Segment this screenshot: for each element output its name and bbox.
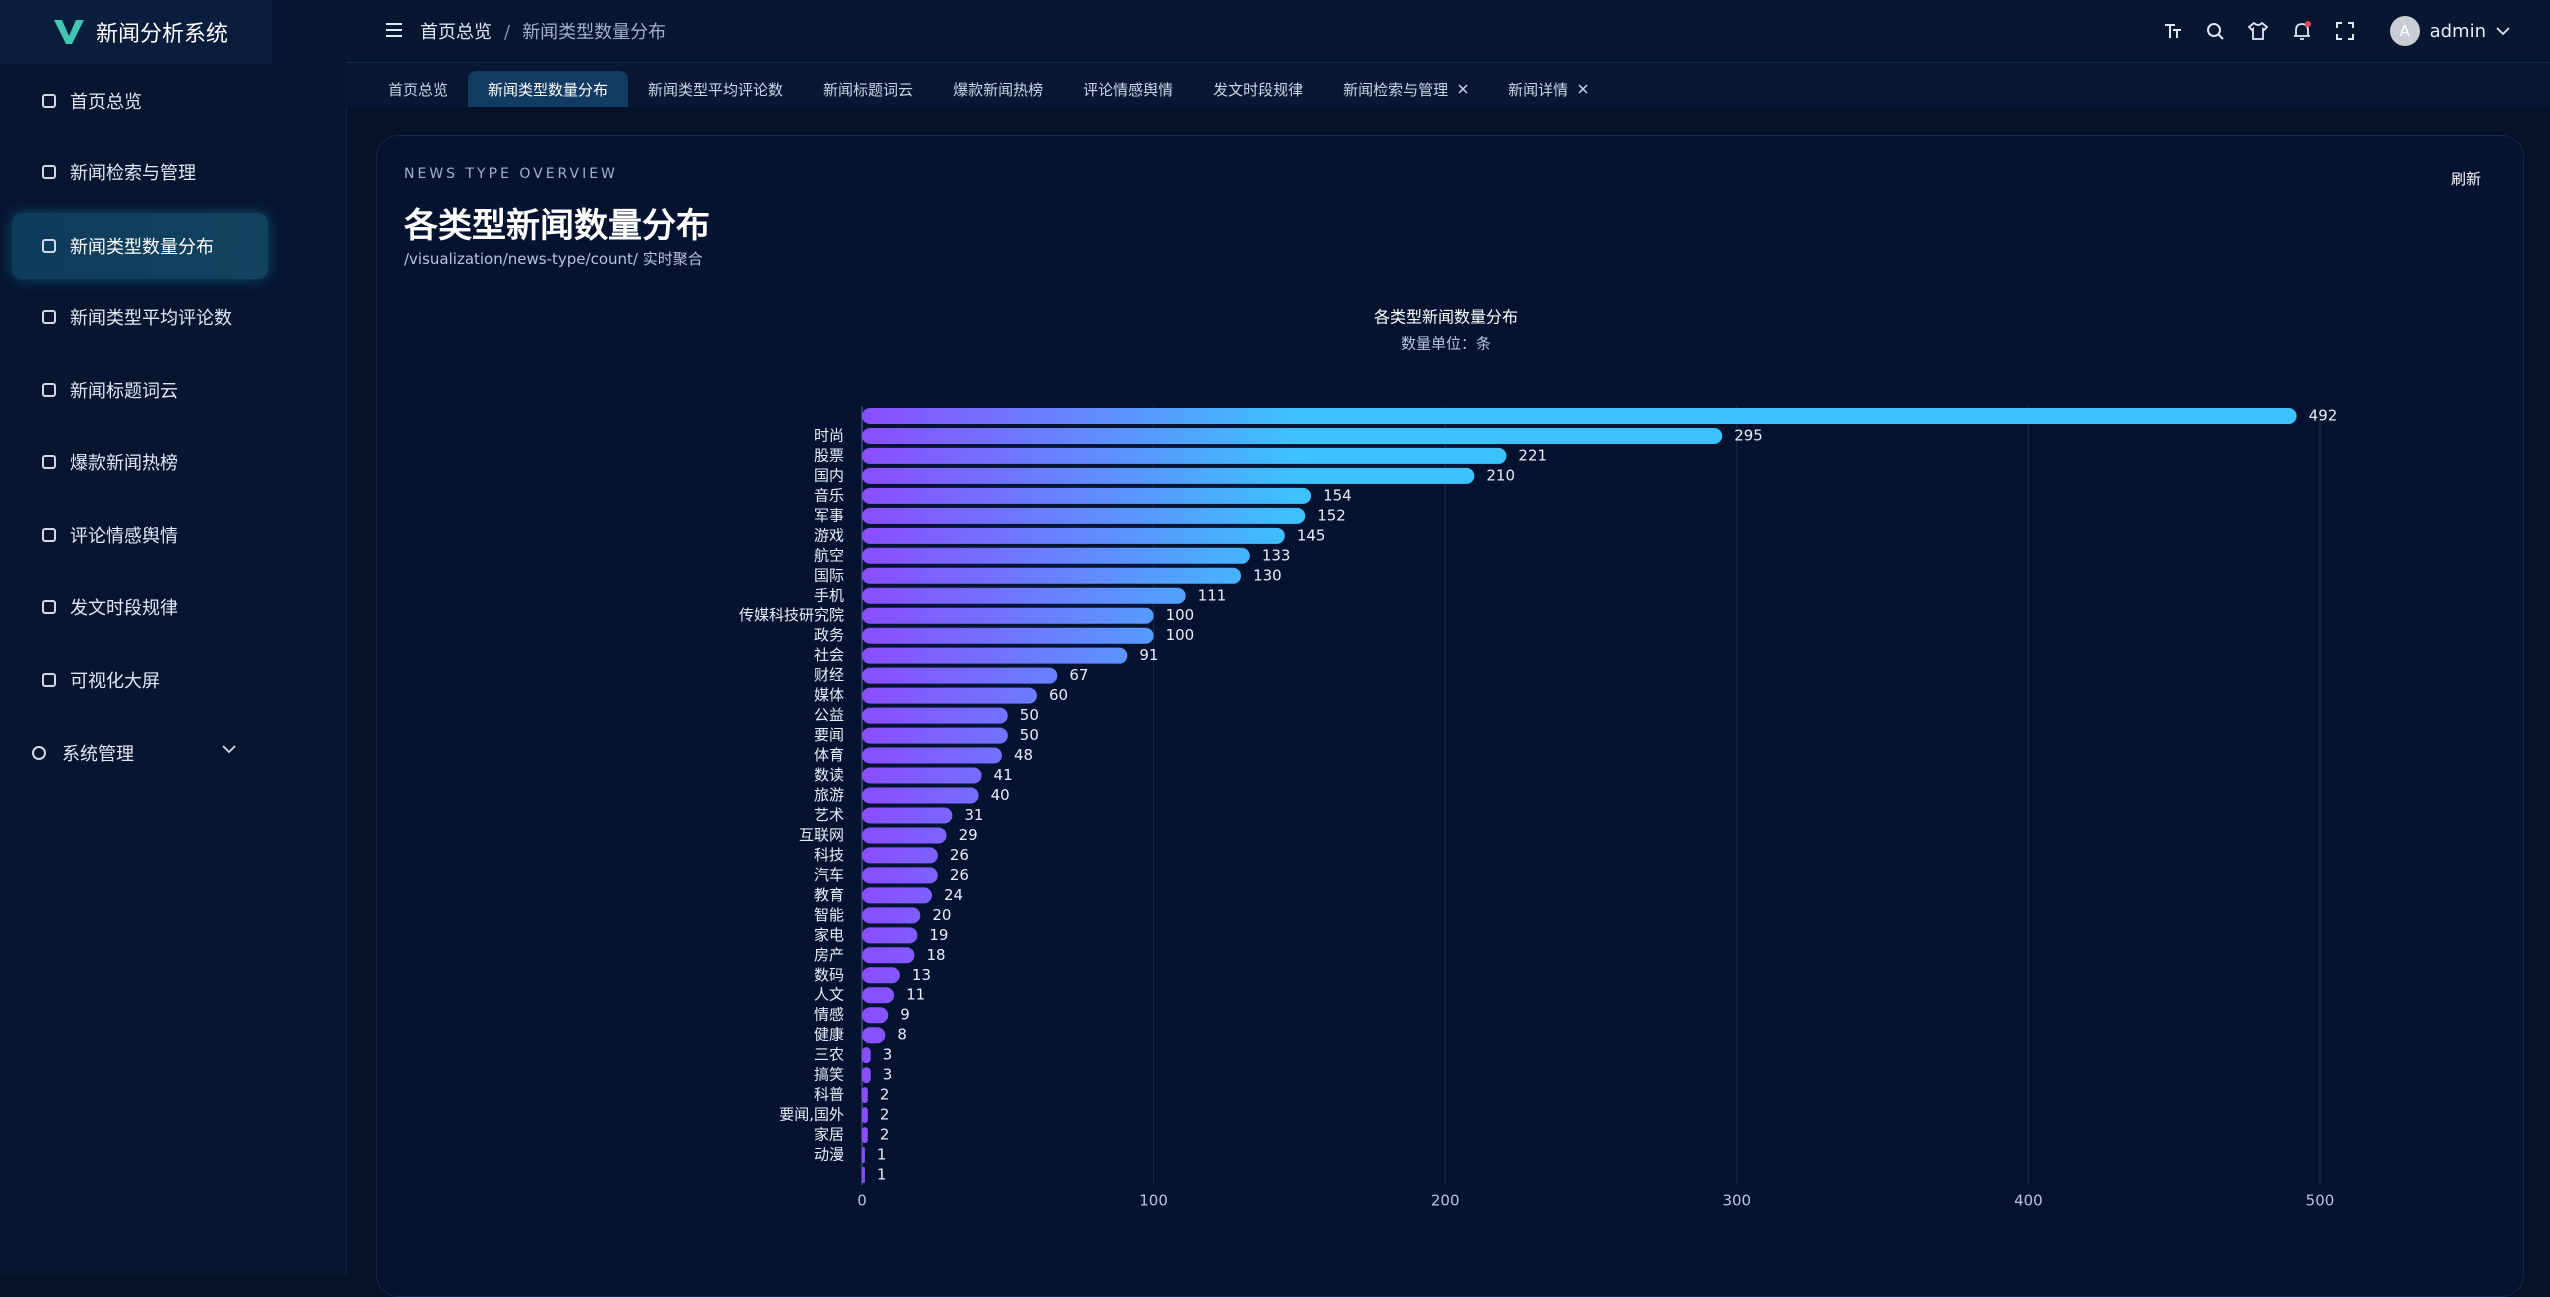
- tab[interactable]: 评论情感舆情: [1063, 71, 1193, 107]
- menu-icon: [42, 455, 56, 469]
- menu-icon: [42, 239, 56, 253]
- chevron: [2496, 27, 2510, 36]
- font-size-icon[interactable]: [2164, 22, 2182, 40]
- card-path: /visualization/news-type/count/ 实时聚合: [404, 250, 703, 268]
- tab[interactable]: 新闻详情: [1488, 71, 1608, 107]
- tab-label: 新闻类型平均评论数: [648, 80, 784, 99]
- tab[interactable]: 新闻类型平均评论数: [628, 71, 803, 107]
- menu-item[interactable]: 评论情感舆情: [12, 502, 268, 568]
- tab-close[interactable]: [1578, 84, 1588, 94]
- menu-item[interactable]: 系统管理: [0, 720, 256, 786]
- tab-label: 新闻检索与管理: [1343, 80, 1449, 99]
- menu-icon: [42, 673, 56, 687]
- menu-icon: [42, 600, 56, 614]
- menu-item[interactable]: 新闻标题词云: [12, 357, 268, 423]
- menu-label: 新闻标题词云: [70, 381, 178, 402]
- theme-icon[interactable]: [2247, 22, 2268, 40]
- menu-icon: [42, 383, 56, 397]
- fullscreen-icon[interactable]: [2335, 22, 2354, 40]
- menu-item[interactable]: 爆款新闻热榜: [12, 429, 268, 495]
- breadcrumb-item: 新闻类型数量分布: [522, 22, 667, 43]
- menu-label: 首页总览: [70, 92, 142, 113]
- sidebar: 新闻分析系统 首页总览新闻检索与管理 新闻类型数量分布 新闻类型平均评论数 新闻标题词…: [0, 0, 347, 1275]
- card: NEWS TYPE OVERVIEW 各类型新闻数量分布 /visualizat…: [376, 135, 2524, 1297]
- avatar: A: [2389, 16, 2420, 46]
- tab-label: 新闻标题词云: [823, 80, 914, 99]
- tab-close[interactable]: [1458, 84, 1468, 94]
- menu-label: 可视化大屏: [70, 671, 160, 692]
- menu-label: 新闻检索与管理: [70, 163, 196, 184]
- search-icon[interactable]: [2206, 22, 2224, 40]
- tab-label: 首页总览: [388, 80, 449, 99]
- menu-icon: [42, 94, 56, 108]
- breadcrumb-separator: /: [504, 22, 511, 43]
- brand: 新闻分析系统: [0, 0, 272, 64]
- eyebrow: NEWS TYPE OVERVIEW: [404, 166, 618, 182]
- menu-label: 评论情感舆情: [70, 526, 178, 547]
- header-tools: A admin: [2164, 0, 2510, 62]
- menu-item[interactable]: 首页总览: [12, 68, 268, 134]
- notice-icon[interactable]: [2292, 21, 2312, 41]
- tab-label: 爆款新闻热榜: [953, 80, 1044, 99]
- menu-item[interactable]: 发文时段规律: [12, 574, 268, 640]
- menu-icon: [42, 310, 56, 324]
- menu-item[interactable]: 新闻检索与管理: [12, 139, 268, 205]
- menu-label: 发文时段规律: [70, 598, 178, 619]
- refresh-button[interactable]: 刷新: [2450, 170, 2481, 188]
- tabs: 首页总览 新闻类型数量分布 新闻类型平均评论数 新闻标题词云 爆款新闻热榜 评论情感舆情 发…: [346, 63, 2550, 107]
- card-title: 各类型新闻数量分布: [404, 206, 710, 246]
- user-menu[interactable]: A admin: [2389, 16, 2510, 46]
- menu-label: 新闻类型数量分布: [70, 237, 214, 258]
- tab-label: 新闻详情: [1508, 80, 1569, 99]
- header: 首页总览 / 新闻类型数量分布 A admin: [346, 0, 2550, 63]
- tab-label: 发文时段规律: [1213, 80, 1304, 99]
- menu-label: 新闻类型平均评论数: [70, 308, 232, 329]
- menu-icon: [42, 528, 56, 542]
- brand-name: 新闻分析系统: [96, 22, 229, 47]
- tab[interactable]: 新闻类型数量分布: [468, 71, 629, 107]
- tab-label: 评论情感舆情: [1083, 80, 1174, 99]
- menu-toggle[interactable]: [386, 23, 402, 37]
- tab[interactable]: 发文时段规律: [1193, 71, 1323, 107]
- menu-icon: [42, 165, 56, 179]
- tab-label: 新闻类型数量分布: [488, 80, 609, 99]
- menu-label: 爆款新闻热榜: [70, 453, 178, 474]
- chevron: [222, 745, 236, 754]
- menu-item[interactable]: 新闻类型数量分布: [12, 213, 268, 279]
- tab[interactable]: 首页总览: [368, 71, 468, 107]
- menu-label: 系统管理: [62, 744, 134, 765]
- menu-icon: [32, 746, 46, 760]
- tab[interactable]: 爆款新闻热榜: [933, 71, 1063, 107]
- tab[interactable]: 新闻标题词云: [803, 71, 933, 107]
- breadcrumb: 首页总览 / 新闻类型数量分布: [420, 18, 666, 44]
- logo: [54, 20, 84, 44]
- breadcrumb-item[interactable]: 首页总览: [420, 22, 492, 43]
- menu-item[interactable]: 可视化大屏: [12, 647, 268, 713]
- menu-item[interactable]: 新闻类型平均评论数: [12, 284, 268, 350]
- user-name: admin: [2429, 20, 2486, 42]
- tab[interactable]: 新闻检索与管理: [1323, 71, 1488, 107]
